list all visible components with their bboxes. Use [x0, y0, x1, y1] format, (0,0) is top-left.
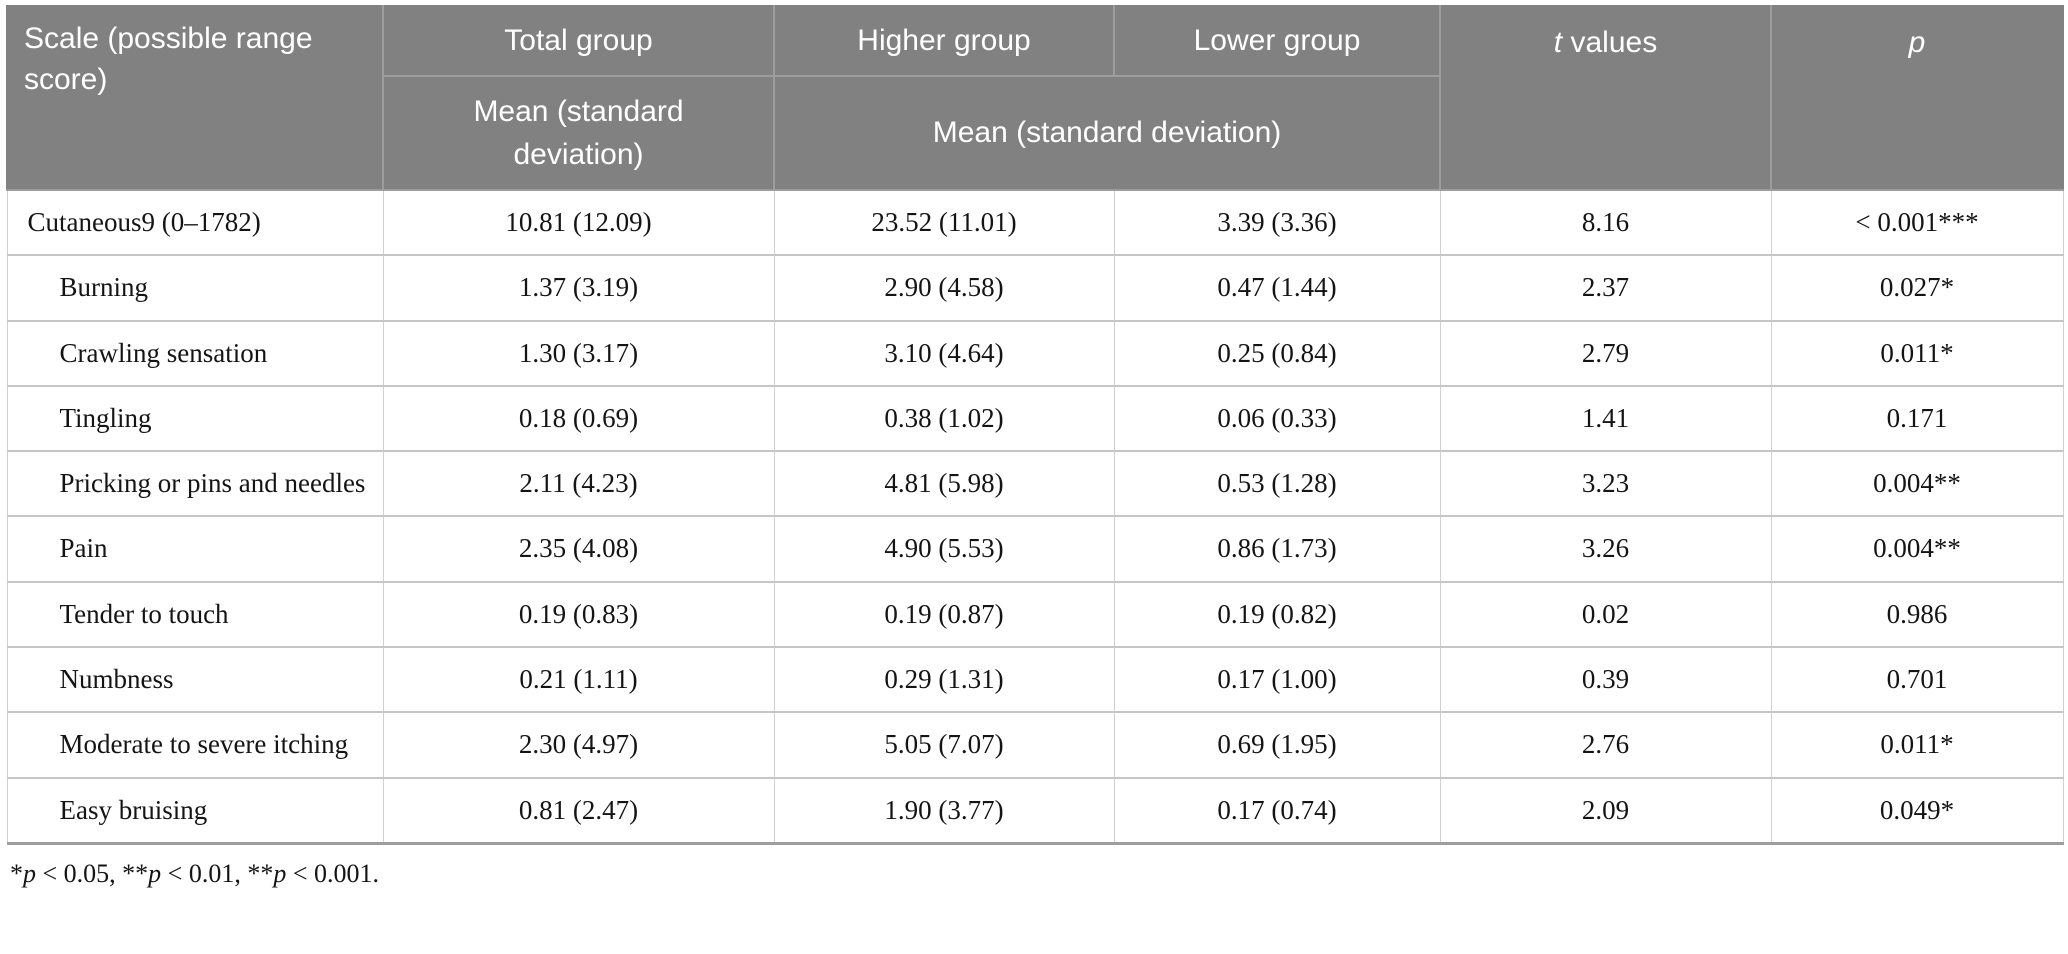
row-label: Moderate to severe itching [6, 712, 384, 779]
cell-p-value: 0.027* [1770, 255, 2064, 322]
footnote-text: < 0.05, ** [36, 858, 149, 888]
footnote-italic-p: p [23, 858, 36, 888]
footnote-italic-p: p [148, 858, 162, 888]
row-label: Pain [6, 516, 384, 583]
cell-t-value: 1.41 [1439, 385, 1772, 453]
cell-p-value: 0.049* [1770, 777, 2064, 845]
cell-total-mean-sd: 1.37 (3.19) [382, 255, 775, 322]
header-scale-column: Scale (possible range score) [6, 5, 384, 191]
table-row: Cutaneous9 (0–1782) 10.81 (12.09) 23.52 (1… [6, 190, 2064, 257]
cell-total-mean-sd: 0.19 (0.83) [382, 581, 775, 649]
row-label: Tingling [6, 385, 384, 453]
table-row: Numbness 0.21 (1.11) 0.29 (1.31) 0.17 (1.00… [6, 647, 2064, 714]
row-label: Crawling sensation [6, 320, 384, 387]
cell-total-mean-sd: 10.81 (12.09) [382, 190, 775, 257]
cell-t-value: 0.02 [1439, 581, 1772, 649]
footnote-text: < 0.01, ** [161, 858, 274, 888]
cell-higher-mean-sd: 5.05 (7.07) [773, 712, 1115, 779]
cell-t-value: 2.09 [1439, 777, 1772, 845]
header-higher-group: Higher group [773, 5, 1115, 77]
cell-lower-mean-sd: 0.53 (1.28) [1113, 451, 1441, 518]
cell-total-mean-sd: 0.18 (0.69) [382, 385, 775, 453]
cell-p-value: 0.011* [1770, 712, 2064, 779]
cell-t-value: 2.37 [1439, 255, 1772, 322]
cell-higher-mean-sd: 2.90 (4.58) [773, 255, 1115, 322]
cell-total-mean-sd: 0.21 (1.11) [382, 647, 775, 714]
cell-p-value: 0.011* [1770, 320, 2064, 387]
cell-p-value: 0.004** [1770, 516, 2064, 583]
header-higher-lower-mean-sd: Mean (standard deviation) [773, 75, 1441, 191]
row-label: Burning [6, 255, 384, 322]
cell-higher-mean-sd: 4.81 (5.98) [773, 451, 1115, 518]
cell-total-mean-sd: 2.35 (4.08) [382, 516, 775, 583]
table-row: Easy bruising 0.81 (2.47) 1.90 (3.77) 0.17 … [6, 777, 2064, 845]
row-label: Numbness [6, 647, 384, 714]
cell-p-value: 0.004** [1770, 451, 2064, 518]
table-row: Crawling sensation 1.30 (3.17) 3.10 (4.64)… [6, 320, 2064, 387]
cell-t-value: 3.23 [1439, 451, 1772, 518]
cell-t-value: 8.16 [1439, 190, 1772, 257]
table-header: Scale (possible range score) Total group… [6, 5, 2064, 191]
cell-p-value: < 0.001*** [1770, 190, 2064, 257]
cell-p-value: 0.986 [1770, 581, 2064, 649]
cell-higher-mean-sd: 1.90 (3.77) [773, 777, 1115, 845]
cell-higher-mean-sd: 0.38 (1.02) [773, 385, 1115, 453]
cell-total-mean-sd: 2.30 (4.97) [382, 712, 775, 779]
footnote-text: * [10, 858, 23, 888]
header-p-value: p [1770, 5, 2064, 191]
cell-p-value: 0.701 [1770, 647, 2064, 714]
table-row: Burning 1.37 (3.19) 2.90 (4.58) 0.47 (1.44)… [6, 255, 2064, 322]
cell-higher-mean-sd: 4.90 (5.53) [773, 516, 1115, 583]
significance-footnote: *p < 0.05, **p < 0.01, **p < 0.001. [10, 859, 2062, 889]
cell-lower-mean-sd: 0.17 (0.74) [1113, 777, 1441, 845]
table-row: Tingling 0.18 (0.69) 0.38 (1.02) 0.06 (0.33… [6, 385, 2064, 453]
header-t-values: t values [1439, 5, 1772, 191]
row-label: Tender to touch [6, 581, 384, 649]
cell-lower-mean-sd: 3.39 (3.36) [1113, 190, 1441, 257]
row-label: Pricking or pins and needles [6, 451, 384, 518]
table-body: Cutaneous9 (0–1782) 10.81 (12.09) 23.52 (1… [6, 190, 2064, 845]
footnote-text: < 0.001. [286, 858, 380, 888]
statistics-table: Scale (possible range score) Total group… [6, 5, 2064, 845]
cell-lower-mean-sd: 0.47 (1.44) [1113, 255, 1441, 322]
table-row: Pricking or pins and needles 2.11 (4.23) 4… [6, 451, 2064, 518]
cell-p-value: 0.171 [1770, 385, 2064, 453]
cell-lower-mean-sd: 0.06 (0.33) [1113, 385, 1441, 453]
cell-t-value: 3.26 [1439, 516, 1772, 583]
cell-higher-mean-sd: 23.52 (11.01) [773, 190, 1115, 257]
cell-total-mean-sd: 0.81 (2.47) [382, 777, 775, 845]
table-row: Moderate to severe itching 2.30 (4.97) 5.0… [6, 712, 2064, 779]
table-row: Tender to touch 0.19 (0.83) 0.19 (0.87) 0.1… [6, 581, 2064, 649]
cell-higher-mean-sd: 0.19 (0.87) [773, 581, 1115, 649]
cell-lower-mean-sd: 0.19 (0.82) [1113, 581, 1441, 649]
t-values-rest: values [1562, 26, 1658, 59]
cell-total-mean-sd: 2.11 (4.23) [382, 451, 775, 518]
cell-lower-mean-sd: 0.25 (0.84) [1113, 320, 1441, 387]
row-label: Cutaneous9 (0–1782) [6, 190, 384, 257]
cell-higher-mean-sd: 3.10 (4.64) [773, 320, 1115, 387]
cell-t-value: 2.76 [1439, 712, 1772, 779]
row-label: Easy bruising [6, 777, 384, 845]
cell-lower-mean-sd: 0.17 (1.00) [1113, 647, 1441, 714]
cell-t-value: 2.79 [1439, 320, 1772, 387]
header-total-group: Total group [382, 5, 775, 77]
cell-lower-mean-sd: 0.69 (1.95) [1113, 712, 1441, 779]
footnote-italic-p: p [273, 858, 287, 888]
table-row: Pain 2.35 (4.08) 4.90 (5.53) 0.86 (1.73) 3.2… [6, 516, 2064, 583]
cell-t-value: 0.39 [1439, 647, 1772, 714]
cell-higher-mean-sd: 0.29 (1.31) [773, 647, 1115, 714]
cell-lower-mean-sd: 0.86 (1.73) [1113, 516, 1441, 583]
t-values-italic-t: t [1553, 26, 1563, 59]
cell-total-mean-sd: 1.30 (3.17) [382, 320, 775, 387]
header-total-mean-sd: Mean (standard deviation) [382, 75, 775, 191]
header-lower-group: Lower group [1113, 5, 1441, 77]
